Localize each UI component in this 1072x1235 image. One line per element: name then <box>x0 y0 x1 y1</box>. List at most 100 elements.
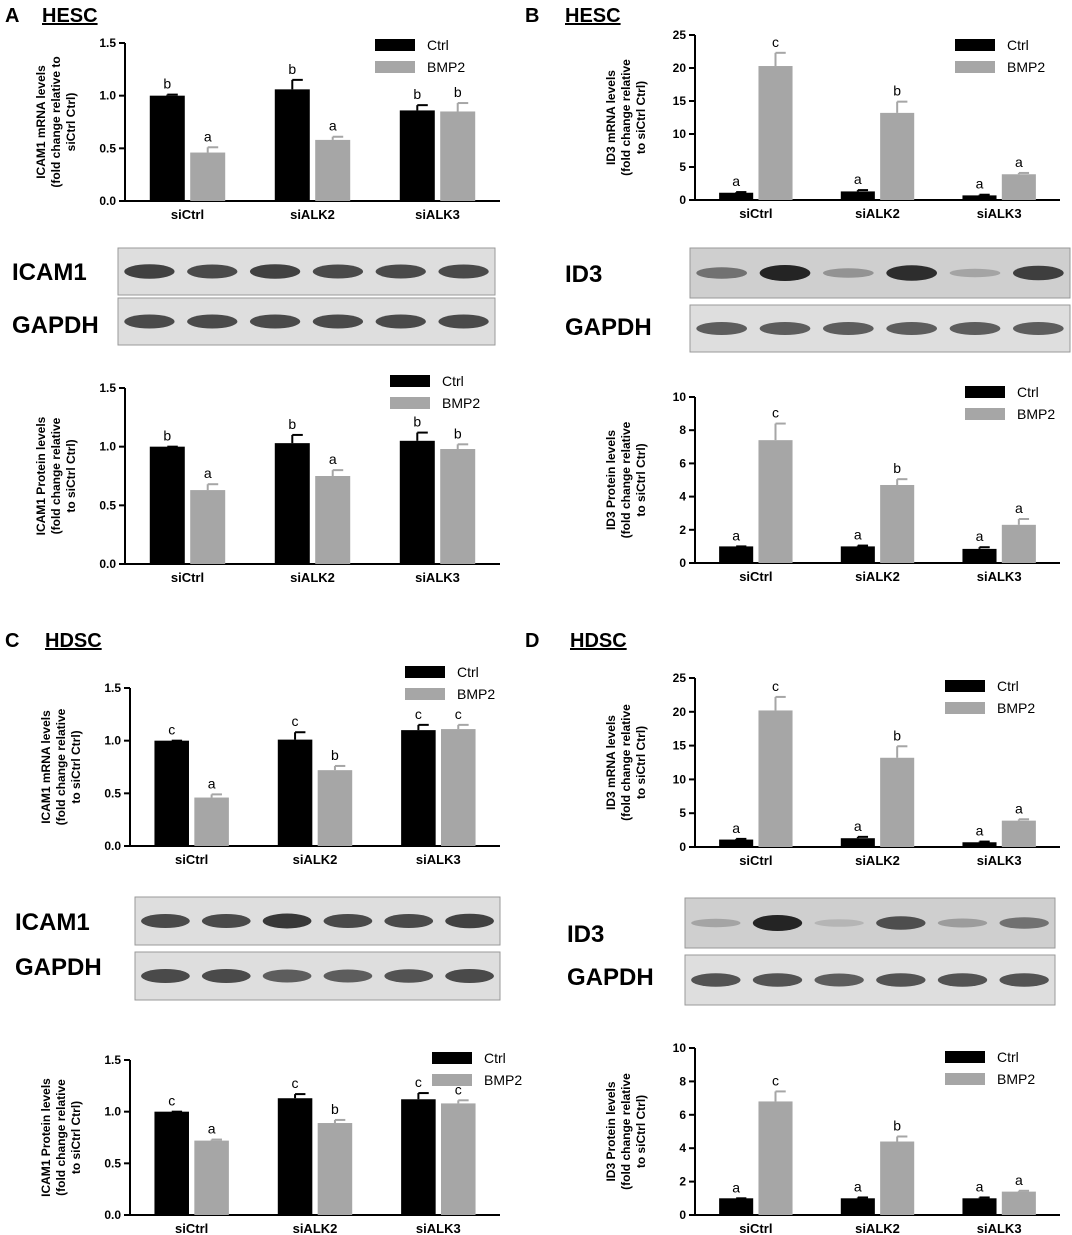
x-tick-label: siALK3 <box>415 207 460 222</box>
y-tick-label: 1.0 <box>104 1105 121 1119</box>
y-axis-label: ICAM1 Protein levels <box>34 416 48 535</box>
significance-letter: c <box>168 722 175 738</box>
panel-letter: C <box>5 630 19 652</box>
significance-letter: a <box>208 1121 216 1137</box>
blot-band <box>384 969 434 983</box>
significance-letter: a <box>976 1178 984 1194</box>
bar <box>840 838 875 847</box>
significance-letter: a <box>1015 500 1023 516</box>
significance-letter: b <box>454 84 462 100</box>
blot-label: ICAM1 <box>15 909 90 936</box>
significance-letter: a <box>854 818 862 834</box>
blot-band <box>937 918 988 928</box>
x-tick-label: siALK3 <box>416 1221 461 1235</box>
significance-letter: a <box>204 128 212 144</box>
significance-letter: b <box>163 428 171 444</box>
bar <box>274 443 310 564</box>
y-axis-label: (fold change relative <box>619 1073 633 1190</box>
y-axis-label: (fold change relative to <box>49 56 63 187</box>
y-axis-label: (fold change relative <box>619 421 633 538</box>
blot-band <box>949 322 1001 335</box>
y-tick-label: 0.0 <box>104 839 121 853</box>
significance-letter: c <box>292 1075 299 1091</box>
y-tick-label: 20 <box>673 705 687 719</box>
blot-band <box>384 914 434 928</box>
significance-letter: c <box>168 1093 175 1109</box>
panel-letter: A <box>5 5 19 27</box>
cell-line: HDSC <box>570 630 627 652</box>
blot-band <box>438 264 489 279</box>
y-tick-label: 10 <box>673 772 687 786</box>
bar <box>190 490 226 564</box>
x-tick-label: siALK2 <box>290 207 335 222</box>
bar <box>758 1101 793 1215</box>
y-tick-label: 25 <box>673 671 687 685</box>
bar <box>840 1198 875 1215</box>
x-tick-label: siALK2 <box>293 852 338 867</box>
bar <box>190 152 226 201</box>
x-tick-label: siALK2 <box>293 1221 338 1235</box>
significance-letter: b <box>163 76 171 92</box>
significance-letter: a <box>204 465 212 481</box>
significance-letter: c <box>455 1081 462 1097</box>
legend-label: BMP2 <box>427 59 465 75</box>
bar <box>1001 524 1036 563</box>
bar <box>399 110 435 201</box>
y-tick-label: 1.0 <box>99 440 116 454</box>
blot-band <box>312 314 364 329</box>
bar <box>399 440 435 564</box>
y-tick-label: 0 <box>679 556 686 570</box>
x-tick-label: siCtrl <box>171 207 204 222</box>
blot <box>117 297 496 346</box>
blot-band <box>823 268 874 278</box>
x-tick-label: siALK3 <box>977 569 1022 584</box>
blot-band <box>696 267 748 279</box>
bar <box>1001 174 1036 200</box>
blot-band <box>262 913 312 929</box>
bar <box>962 1198 997 1215</box>
y-axis-label: ICAM1 mRNA levels <box>34 65 48 179</box>
x-tick-label: siCtrl <box>175 852 208 867</box>
significance-letter: c <box>772 678 779 694</box>
blot <box>689 304 1071 353</box>
legend-label: BMP2 <box>1007 59 1045 75</box>
y-tick-label: 15 <box>673 94 687 108</box>
y-axis-label: (fold change relative <box>619 59 633 176</box>
y-tick-label: 0 <box>679 193 686 207</box>
significance-letter: a <box>976 528 984 544</box>
blot-band <box>312 264 364 279</box>
bar <box>719 546 754 563</box>
blot-band <box>141 969 190 983</box>
y-tick-label: 8 <box>679 1074 686 1088</box>
legend-label: Ctrl <box>484 1050 506 1066</box>
y-tick-label: 1.0 <box>99 89 116 103</box>
legend-swatch <box>945 1073 985 1085</box>
panel-letter: B <box>525 5 539 27</box>
blot-band <box>949 268 1001 278</box>
y-axis-label: to siCtrl Ctrl) <box>634 726 648 799</box>
y-tick-label: 4 <box>679 490 686 504</box>
significance-letter: a <box>854 1178 862 1194</box>
blot-band <box>823 322 874 335</box>
significance-letter: a <box>732 527 740 543</box>
significance-letter: a <box>329 118 337 134</box>
blot-band <box>691 973 741 987</box>
bar <box>149 446 185 564</box>
x-tick-label: siCtrl <box>175 1221 208 1235</box>
blot-band <box>999 973 1049 987</box>
y-axis-label: ID3 mRNA levels <box>604 70 618 165</box>
y-tick-label: 20 <box>673 61 687 75</box>
x-tick-label: siALK2 <box>855 1221 900 1235</box>
blot-band <box>999 917 1049 929</box>
significance-letter: b <box>893 727 901 743</box>
legend-swatch <box>432 1074 472 1086</box>
y-tick-label: 2 <box>679 523 686 537</box>
bar <box>719 192 754 200</box>
significance-letter: b <box>413 86 421 102</box>
bar <box>758 440 793 563</box>
y-tick-label: 5 <box>679 160 686 174</box>
blot <box>684 954 1056 1006</box>
y-axis-label: ICAM1 mRNA levels <box>39 710 53 824</box>
significance-letter: a <box>732 173 740 189</box>
blot-label: GAPDH <box>567 964 654 991</box>
